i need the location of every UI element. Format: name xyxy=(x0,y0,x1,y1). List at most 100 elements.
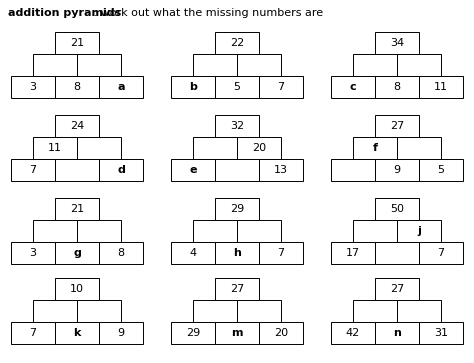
Bar xyxy=(77,54,121,76)
Bar xyxy=(353,137,397,159)
Bar xyxy=(419,159,463,181)
Text: h: h xyxy=(233,248,241,258)
Text: b: b xyxy=(189,82,197,92)
Text: 27: 27 xyxy=(230,284,244,294)
Bar xyxy=(331,76,375,98)
Bar xyxy=(215,198,259,220)
Text: 42: 42 xyxy=(346,328,360,338)
Text: addition pyramids: addition pyramids xyxy=(8,8,121,18)
Bar xyxy=(77,137,121,159)
Bar xyxy=(171,159,215,181)
Text: n: n xyxy=(393,328,401,338)
Bar xyxy=(99,242,143,264)
Bar xyxy=(375,32,419,54)
Text: 27: 27 xyxy=(390,284,404,294)
Text: 17: 17 xyxy=(346,248,360,258)
Text: 4: 4 xyxy=(190,248,197,258)
Text: e: e xyxy=(189,165,197,175)
Bar xyxy=(331,322,375,344)
Bar xyxy=(397,54,441,76)
Bar xyxy=(55,76,99,98)
Text: 9: 9 xyxy=(393,165,401,175)
Text: 8: 8 xyxy=(393,82,401,92)
Text: 29: 29 xyxy=(186,328,200,338)
Text: c: c xyxy=(350,82,356,92)
Bar xyxy=(215,115,259,137)
Bar xyxy=(193,300,237,322)
Bar xyxy=(331,242,375,264)
Bar xyxy=(259,242,303,264)
Bar xyxy=(375,242,419,264)
Text: a: a xyxy=(117,82,125,92)
Bar xyxy=(215,76,259,98)
Bar xyxy=(353,220,397,242)
Bar xyxy=(419,322,463,344)
Bar xyxy=(237,54,281,76)
Text: 31: 31 xyxy=(434,328,448,338)
Bar xyxy=(193,54,237,76)
Bar xyxy=(353,300,397,322)
Bar xyxy=(215,322,259,344)
Text: 21: 21 xyxy=(70,204,84,214)
Text: 3: 3 xyxy=(29,82,36,92)
Text: m: m xyxy=(231,328,243,338)
Bar xyxy=(397,220,441,242)
Bar xyxy=(193,137,237,159)
Text: 10: 10 xyxy=(70,284,84,294)
Text: 11: 11 xyxy=(48,143,62,153)
Text: j: j xyxy=(417,226,421,236)
Bar xyxy=(193,220,237,242)
Bar xyxy=(259,76,303,98)
Text: 24: 24 xyxy=(70,121,84,131)
Bar xyxy=(55,278,99,300)
Bar xyxy=(375,159,419,181)
Bar xyxy=(237,220,281,242)
Bar xyxy=(375,278,419,300)
Bar xyxy=(259,159,303,181)
Text: 7: 7 xyxy=(277,248,284,258)
Bar xyxy=(99,322,143,344)
Bar xyxy=(55,115,99,137)
Text: 22: 22 xyxy=(230,38,244,48)
Bar xyxy=(375,322,419,344)
Bar xyxy=(77,300,121,322)
Bar xyxy=(375,115,419,137)
Bar xyxy=(171,322,215,344)
Text: k: k xyxy=(73,328,81,338)
Bar xyxy=(77,220,121,242)
Bar xyxy=(55,159,99,181)
Bar xyxy=(11,322,55,344)
Bar xyxy=(353,54,397,76)
Bar xyxy=(331,159,375,181)
Bar xyxy=(11,76,55,98)
Bar xyxy=(215,32,259,54)
Bar xyxy=(55,242,99,264)
Bar xyxy=(419,76,463,98)
Bar xyxy=(397,300,441,322)
Bar xyxy=(55,198,99,220)
Bar xyxy=(33,137,77,159)
Bar xyxy=(215,242,259,264)
Text: 7: 7 xyxy=(277,82,284,92)
Text: 32: 32 xyxy=(230,121,244,131)
Bar xyxy=(11,159,55,181)
Text: 7: 7 xyxy=(29,328,36,338)
Bar xyxy=(55,32,99,54)
Bar xyxy=(33,300,77,322)
Text: 3: 3 xyxy=(29,248,36,258)
Text: 7: 7 xyxy=(29,165,36,175)
Bar xyxy=(11,242,55,264)
Bar xyxy=(419,242,463,264)
Text: 21: 21 xyxy=(70,38,84,48)
Text: 5: 5 xyxy=(438,165,445,175)
Bar xyxy=(237,137,281,159)
Text: f: f xyxy=(373,143,377,153)
Bar xyxy=(171,242,215,264)
Bar xyxy=(99,76,143,98)
Text: 29: 29 xyxy=(230,204,244,214)
Text: 8: 8 xyxy=(118,248,125,258)
Bar xyxy=(215,278,259,300)
Bar xyxy=(375,76,419,98)
Text: 20: 20 xyxy=(274,328,288,338)
Text: 11: 11 xyxy=(434,82,448,92)
